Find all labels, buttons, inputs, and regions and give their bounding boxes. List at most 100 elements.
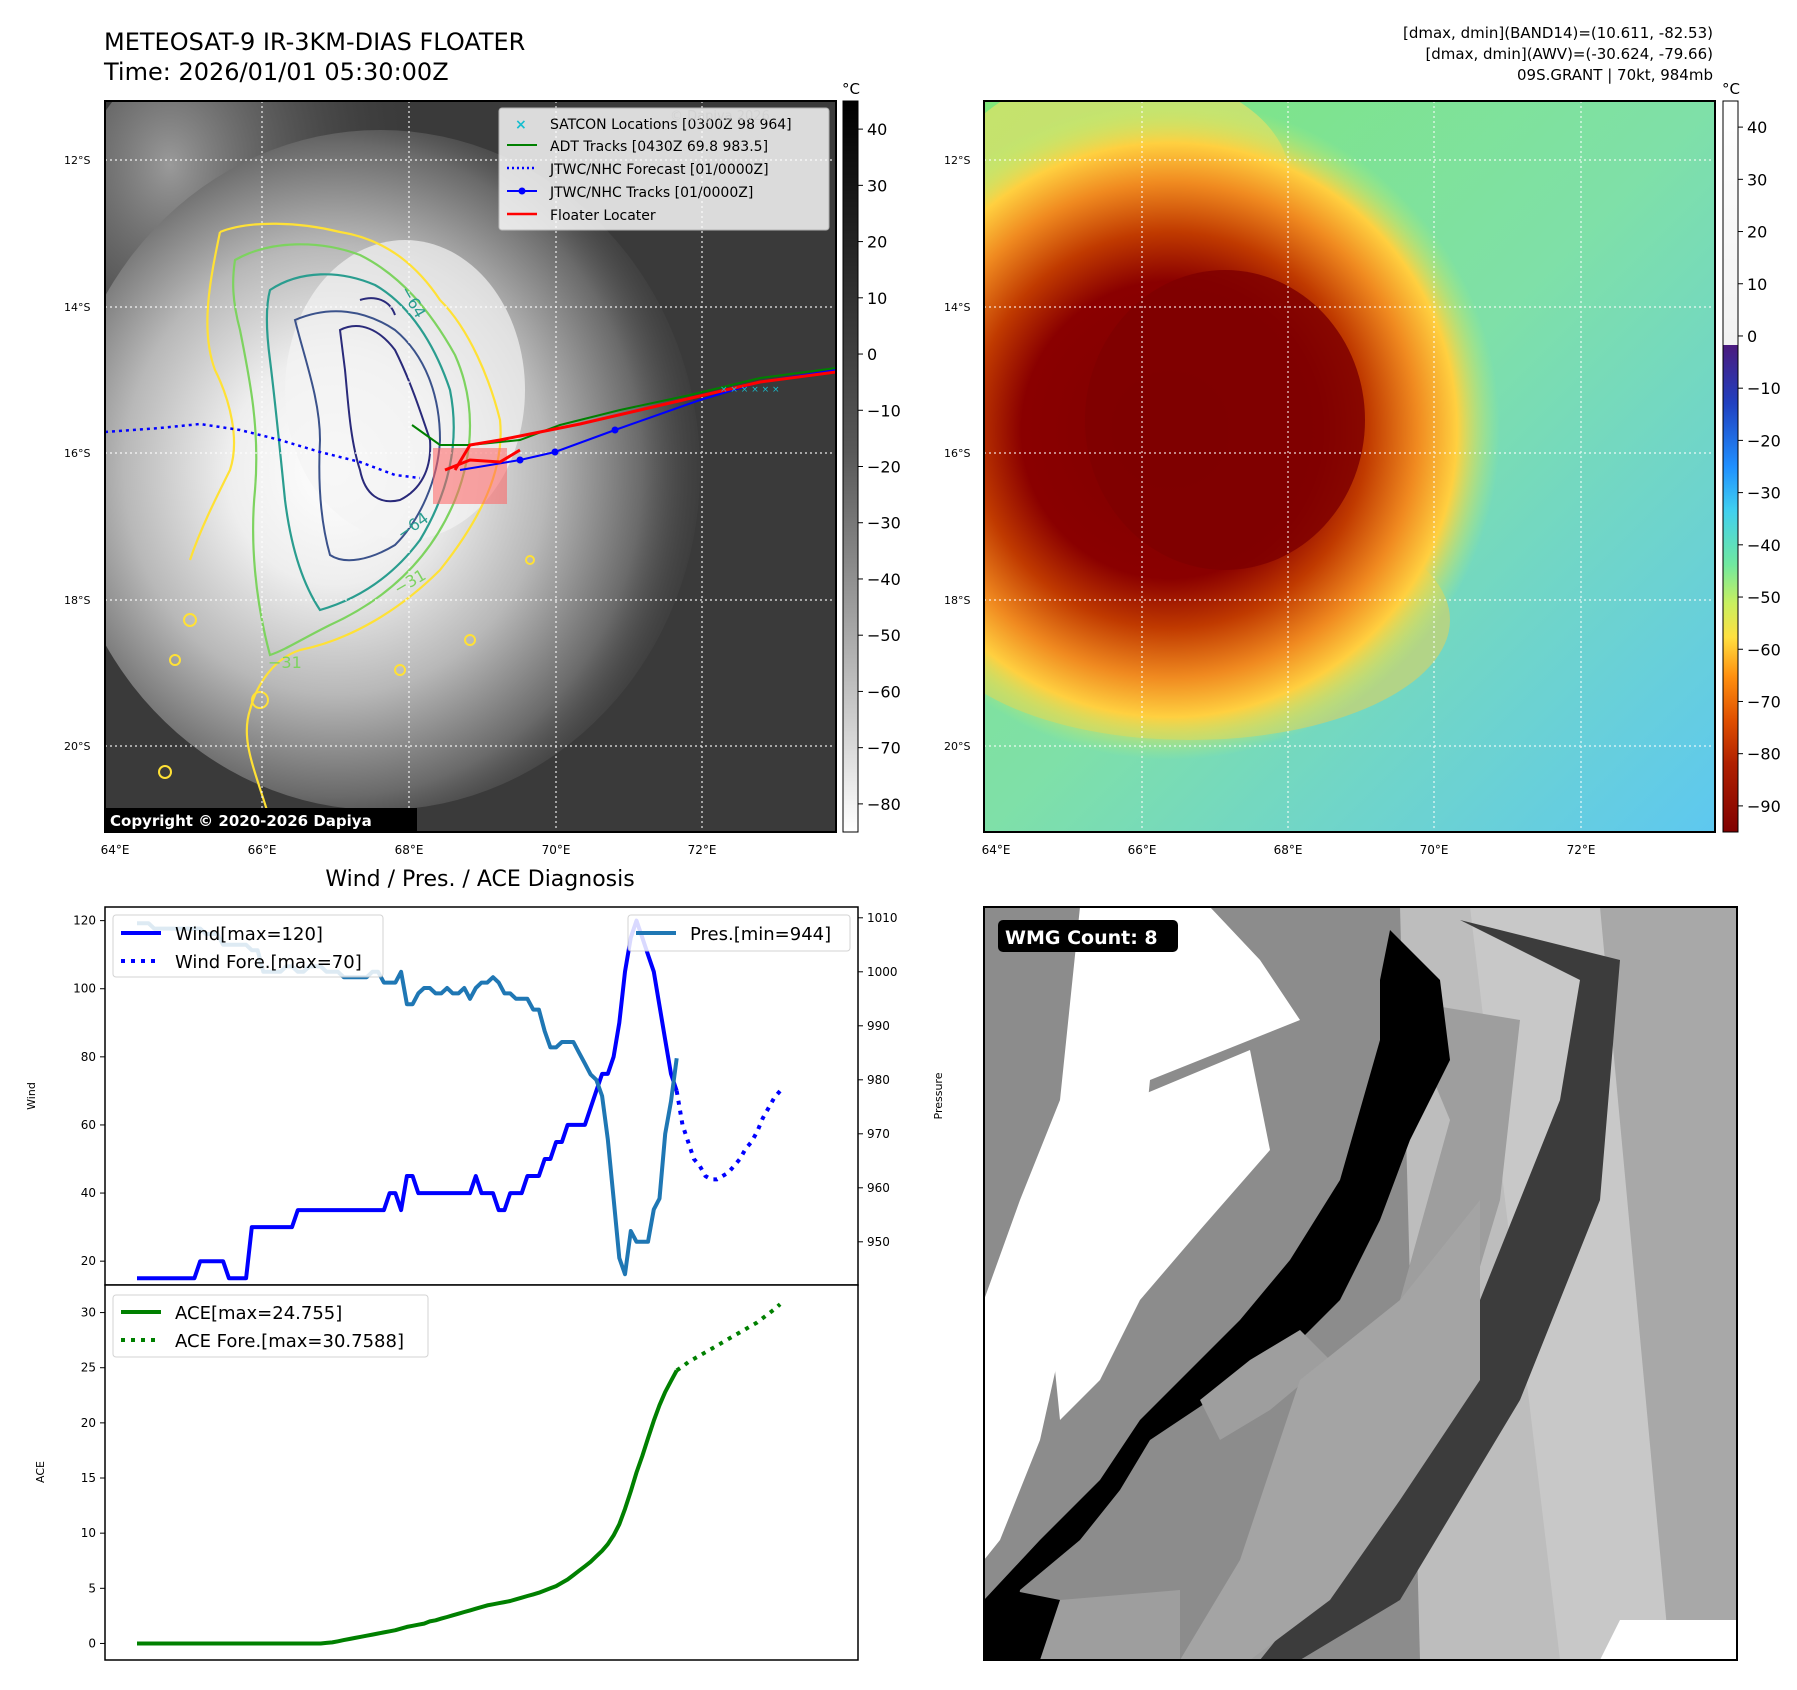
awv-colorbar-tick-label: −80 xyxy=(1747,745,1781,764)
ir-colorbar-tick-label: −60 xyxy=(867,682,901,701)
pressure-axis-tick-label: 1010 xyxy=(867,911,898,925)
ir-colorbar-tick-label: 0 xyxy=(867,345,877,364)
watermark: © Dapiya 2026 xyxy=(670,109,770,124)
ace-axis-label: ACE xyxy=(34,1461,47,1483)
awv-colorbar-tick-label: −30 xyxy=(1747,484,1781,503)
lon-label: 70°E xyxy=(1420,843,1449,857)
wind-forecast-line xyxy=(674,1089,782,1182)
lat-label: 16°S xyxy=(64,447,90,460)
ir-colorbar-tick-label: 40 xyxy=(867,120,887,139)
legend-label: Wind[max=120] xyxy=(175,924,323,945)
wind-axis-tick-label: 20 xyxy=(81,1254,96,1268)
lat-label: 18°S xyxy=(944,594,970,607)
legend-label: Pres.[min=944] xyxy=(690,924,831,945)
figure-time: Time: 2026/01/01 05:30:00Z xyxy=(103,58,449,86)
ir-colorbar: °C 40 30 20 10 0 −10 −20 −30 −40 −50 −60 −70 −80 xyxy=(842,80,901,833)
awv-colorbar-tick-label: 20 xyxy=(1747,223,1767,242)
ace-axis-tick-label: 20 xyxy=(81,1416,96,1430)
wind-axis-tick-label: 60 xyxy=(81,1118,96,1132)
contour-teal xyxy=(265,273,455,612)
ace-axis-tick-label: 0 xyxy=(88,1636,96,1650)
ace-axis-tick-label: 15 xyxy=(81,1471,96,1485)
awv-colorbar-tick-label: −60 xyxy=(1747,640,1781,659)
wind-axis-tick-label: 120 xyxy=(73,914,96,928)
contour-green xyxy=(232,243,472,657)
ace-legend: ACE[max=24.755] ACE Fore.[max=30.7588] xyxy=(112,1294,429,1358)
ace-axis-tick-label: 10 xyxy=(81,1526,96,1540)
lon-label: 64°E xyxy=(982,843,1011,857)
svg-text:× × × × × ×: × × × × × × xyxy=(720,385,780,395)
dmax-awv: [dmax, dmin](AWV)=(-30.624, -79.66) xyxy=(1425,45,1713,63)
contour-navy xyxy=(338,325,432,503)
ace-forecast-line xyxy=(675,1302,782,1373)
ir-image-panel: × × × × × × −64 −64 −31 −31 × SATCON Loc… xyxy=(64,80,901,857)
awv-colorbar-tick-label: −50 xyxy=(1747,588,1781,607)
figure-title: METEOSAT-9 IR-3KM-DIAS FLOATER xyxy=(104,28,525,56)
wind-axis-tick-label: 40 xyxy=(81,1186,96,1200)
legend-label: ACE Fore.[max=30.7588] xyxy=(175,1331,404,1352)
awv-colorbar-tick-label: 10 xyxy=(1747,275,1767,294)
lat-label: 16°S xyxy=(944,447,970,460)
adt-track xyxy=(411,367,836,446)
awv-colorbar-tick-label: −20 xyxy=(1747,431,1781,450)
awv-colorbar-tick-label: 0 xyxy=(1747,327,1757,346)
awv-colorbar-tick-label: −10 xyxy=(1747,379,1781,398)
wind-axis-tick-label: 80 xyxy=(81,1050,96,1064)
legend-label: ADT Tracks [0430Z 69.8 983.5] xyxy=(550,139,768,155)
lat-label: 14°S xyxy=(944,301,970,314)
lon-label: 64°E xyxy=(101,843,130,857)
awv-image-panel: 12°S 14°S 16°S 18°S 20°S 64°E 66°E 68°E … xyxy=(944,80,1781,857)
ace-series-line xyxy=(137,1369,679,1646)
pressure-axis-tick-label: 980 xyxy=(867,1073,890,1087)
ir-colorbar-tick-label: 10 xyxy=(867,289,887,308)
pressure-axis-tick-label: 1000 xyxy=(867,965,898,979)
wmg-count-badge: WMG Count: 8 xyxy=(1005,927,1158,949)
lon-label: 68°E xyxy=(395,843,424,857)
lat-label: 12°S xyxy=(64,154,90,167)
lat-label: 20°S xyxy=(64,740,90,753)
pressure-axis-label: Pressure xyxy=(932,1072,945,1119)
pressure-axis-tick-label: 970 xyxy=(867,1127,890,1141)
colorbar-unit: °C xyxy=(842,80,860,98)
awv-colorbar-tick-label: −70 xyxy=(1747,692,1781,711)
ace-axis-tick-label: 25 xyxy=(81,1361,96,1375)
wind-series-line xyxy=(137,918,679,1281)
contour-blue xyxy=(293,310,442,562)
ace-chart: 0 5 10 15 20 25 30 ACE ACE[max=24.755] ACE For… xyxy=(34,1284,859,1661)
awv-colorbar-tick-label: −40 xyxy=(1747,536,1781,555)
pressure-legend: Pres.[min=944] xyxy=(627,914,851,952)
lon-label: 68°E xyxy=(1274,843,1303,857)
satcon-x-icon: × xyxy=(515,117,527,133)
ir-colorbar-tick-label: −80 xyxy=(867,795,901,814)
pressure-axis-tick-label: 960 xyxy=(867,1181,890,1195)
legend-label: JTWC/NHC Tracks [01/0000Z] xyxy=(549,185,753,201)
wind-axis-tick-label: 100 xyxy=(73,982,96,996)
ir-colorbar-tick-label: −50 xyxy=(867,626,901,645)
lat-label: 12°S xyxy=(944,154,970,167)
contour-navy-2 xyxy=(359,297,396,316)
legend-label: JTWC/NHC Forecast [01/0000Z] xyxy=(549,162,769,178)
floater-track xyxy=(453,370,836,471)
ir-colorbar-tick-label: −10 xyxy=(867,401,901,420)
storm-info: 09S.GRANT | 70kt, 984mb xyxy=(1517,66,1713,84)
lon-label: 66°E xyxy=(248,843,277,857)
lon-label: 72°E xyxy=(688,843,717,857)
lat-label: 14°S xyxy=(64,301,90,314)
lon-label: 70°E xyxy=(542,843,571,857)
diagnosis-title: Wind / Pres. / ACE Diagnosis xyxy=(325,867,634,892)
legend-label: Wind Fore.[max=70] xyxy=(175,952,362,973)
wind-pressure-chart: 20 40 60 80 100 120 950 960 970 980 990 1000 1010 W… xyxy=(25,906,945,1286)
ir-colorbar-tick-label: −70 xyxy=(867,739,901,758)
awv-colorbar-tick-label: 30 xyxy=(1747,170,1767,189)
lon-label: 72°E xyxy=(1567,843,1596,857)
lat-label: 20°S xyxy=(944,740,970,753)
ir-colorbar-tick-label: −30 xyxy=(867,514,901,533)
track-dot-line-icon xyxy=(507,187,537,195)
wind-axis-label: Wind xyxy=(25,1082,38,1110)
legend-label: ACE[max=24.755] xyxy=(175,1303,342,1324)
legend-label: Floater Locater xyxy=(550,208,656,224)
ir-colorbar-tick-label: −40 xyxy=(867,570,901,589)
lat-label: 18°S xyxy=(64,594,90,607)
awv-colorbar-tick-label: −90 xyxy=(1747,797,1781,816)
